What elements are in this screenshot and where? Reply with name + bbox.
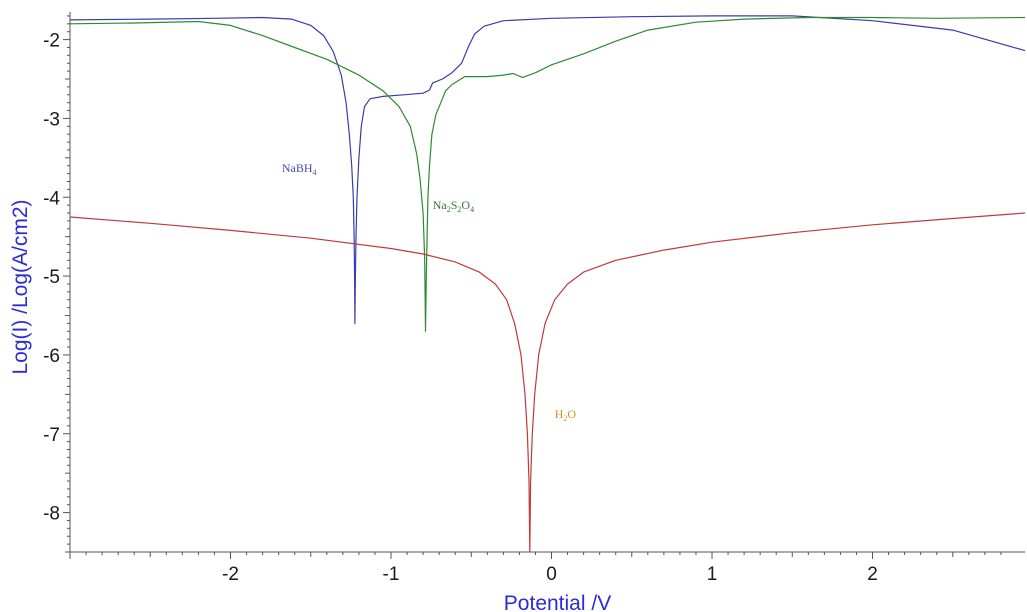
series-label-nabh4: NaBH4 <box>282 161 317 177</box>
y-tick-label: -3 <box>43 109 60 130</box>
y-axis-title: Log(I) /Log(A/cm2) <box>9 199 32 374</box>
series-line-nabh4 <box>69 15 1026 324</box>
series-label-h2o: H2O <box>555 407 577 423</box>
y-tick-label: -8 <box>43 504 60 525</box>
series-labels: NaBH4 Na2S2O4 H2O <box>282 161 577 423</box>
series-line-na2s2o4 <box>69 16 1026 332</box>
y-tick-label: -2 <box>43 31 60 52</box>
series-label-na2s2o4: Na2S2O4 <box>433 198 474 214</box>
series-line-h2o <box>69 212 1026 553</box>
x-axis-title: Potential /V <box>504 592 611 612</box>
x-tick-label: 2 <box>867 564 878 585</box>
y-ticks: -2 -3 -4 -5 -6 -7 -8 <box>43 15 70 553</box>
y-tick-label: -6 <box>43 346 60 367</box>
x-tick-label: -2 <box>222 564 239 585</box>
x-tick-label: -1 <box>383 564 400 585</box>
y-tick-label: -4 <box>43 188 60 209</box>
y-tick-label: -5 <box>43 267 60 288</box>
x-tick-label: 1 <box>707 564 718 585</box>
plot-area: -2 -1 0 1 2 -2 -3 -4 -5 -6 -7 -8 NaBH4 Na2S2O4 H2O <box>43 12 1026 585</box>
series-layer <box>69 15 1026 553</box>
y-tick-label: -7 <box>43 425 60 446</box>
x-tick-label: 0 <box>546 564 557 585</box>
x-ticks: -2 -1 0 1 2 <box>69 552 1002 585</box>
